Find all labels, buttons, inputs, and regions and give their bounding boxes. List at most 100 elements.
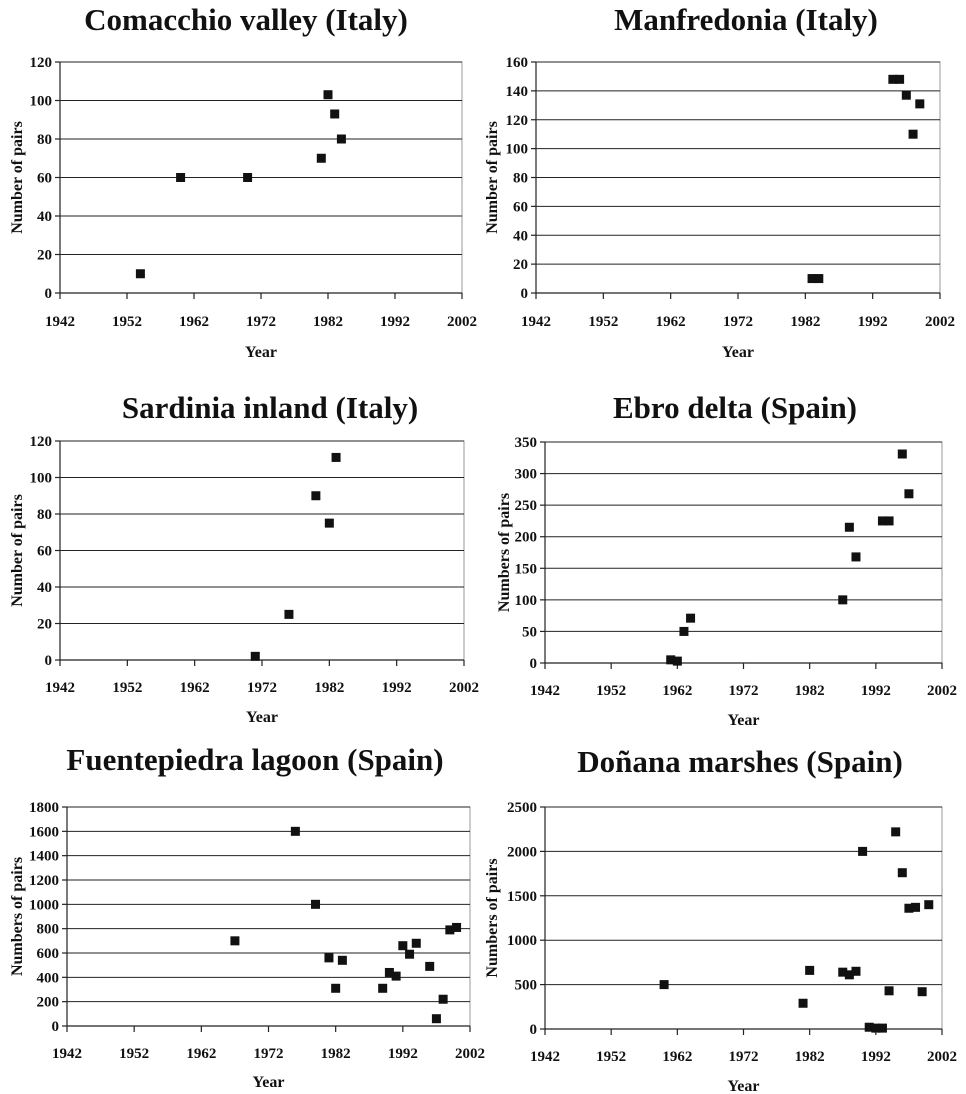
y-tick-label: 600 <box>37 946 60 962</box>
x-tick-label: 1952 <box>596 683 626 699</box>
data-point <box>897 868 907 878</box>
y-tick-label: 1400 <box>29 849 59 865</box>
data-point <box>672 656 682 666</box>
y-axis-label: Numbers of pairs <box>9 857 26 976</box>
y-tick-label: 150 <box>515 561 538 577</box>
data-point <box>384 967 394 977</box>
data-point <box>330 109 340 119</box>
x-tick-label: 1992 <box>858 314 888 330</box>
y-tick-label: 250 <box>515 498 538 514</box>
data-point <box>176 173 186 182</box>
data-point <box>884 516 894 526</box>
data-point <box>398 941 408 951</box>
data-point <box>858 846 868 856</box>
data-point <box>851 552 861 562</box>
y-tick-label: 50 <box>522 624 537 640</box>
x-tick-label: 1952 <box>588 314 618 330</box>
y-tick-label: 20 <box>37 617 52 633</box>
y-axis-label: Numbers of pairs <box>484 858 501 977</box>
x-tick-label: 1972 <box>247 680 277 696</box>
data-point <box>884 986 894 996</box>
data-point <box>431 1014 441 1024</box>
x-axis-label: Year <box>245 344 277 361</box>
x-tick-label: 1982 <box>321 1046 351 1062</box>
y-tick-label: 2500 <box>507 800 537 816</box>
data-point <box>814 274 824 284</box>
x-tick-label: 1962 <box>186 1046 216 1062</box>
data-point <box>452 922 462 932</box>
x-tick-label: 1992 <box>388 1046 418 1062</box>
y-tick-label: 1000 <box>507 933 537 949</box>
data-point <box>411 938 421 948</box>
y-tick-label: 350 <box>515 435 538 451</box>
y-tick-label: 0 <box>530 656 538 672</box>
x-tick-label: 1942 <box>45 680 75 696</box>
data-point <box>391 971 401 981</box>
data-point <box>378 983 388 993</box>
y-tick-label: 20 <box>37 248 52 264</box>
data-point <box>250 651 260 661</box>
chart-title: Doñana marshes (Spain) <box>577 744 903 779</box>
x-tick-label: 1952 <box>112 314 142 330</box>
plot-frame <box>544 806 943 1030</box>
y-tick-label: 200 <box>515 530 538 546</box>
y-tick-label: 300 <box>515 467 538 483</box>
chart-panel: 0 500 1000 1500 2000 2500 1942 1952 1962 1972 1982… <box>484 744 957 1094</box>
y-tick-label: 1800 <box>29 800 59 816</box>
x-tick-label: 1992 <box>861 683 891 699</box>
x-axis-label: Year <box>722 344 754 361</box>
data-point <box>901 90 911 100</box>
data-point <box>864 1022 874 1032</box>
plot-frame <box>66 806 471 1027</box>
y-axis-label: Numbers of pairs <box>496 493 513 612</box>
data-point <box>871 1023 881 1033</box>
y-tick-label: 0 <box>45 653 53 669</box>
data-point <box>324 518 334 528</box>
chart-title: Fuentepiedra lagoon (Spain) <box>66 742 443 777</box>
x-tick-label: 1952 <box>596 1049 626 1065</box>
data-point <box>284 609 294 619</box>
chart-title: Ebro delta (Spain) <box>613 390 857 425</box>
x-tick-label: 1942 <box>530 1049 560 1065</box>
x-tick-label: 1942 <box>52 1046 82 1062</box>
x-axis-label: Year <box>728 712 760 729</box>
x-tick-label: 1942 <box>521 314 551 330</box>
y-tick-label: 60 <box>37 171 52 187</box>
x-tick-label: 1972 <box>254 1046 284 1062</box>
y-tick-label: 20 <box>513 257 528 273</box>
data-point <box>316 153 326 163</box>
y-tick-label: 60 <box>513 199 528 215</box>
x-tick-label: 2002 <box>449 680 479 696</box>
x-tick-label: 1992 <box>380 314 410 330</box>
chart-panel: 0 20 40 60 80 100 120 1942 1952 1962 1972 1982 1992 2… <box>9 2 477 361</box>
data-point <box>659 980 669 990</box>
x-tick-label: 1962 <box>180 680 210 696</box>
data-point <box>323 90 333 100</box>
x-tick-label: 1942 <box>45 314 75 330</box>
data-point <box>425 961 435 971</box>
y-tick-label: 60 <box>37 544 52 560</box>
data-point <box>798 998 808 1008</box>
x-tick-label: 1962 <box>662 683 692 699</box>
x-tick-label: 2002 <box>447 314 477 330</box>
y-tick-label: 100 <box>30 94 53 110</box>
x-tick-label: 2002 <box>927 683 957 699</box>
data-point <box>904 903 914 913</box>
x-tick-label: 1942 <box>530 683 560 699</box>
chart-panel: 0 20 40 60 80 100 120 1942 1952 1962 1972 1982 1992 2… <box>9 390 479 726</box>
data-point <box>243 173 253 182</box>
y-tick-label: 500 <box>515 978 538 994</box>
data-point <box>838 595 848 605</box>
x-tick-label: 1982 <box>314 680 344 696</box>
y-tick-label: 1600 <box>29 824 59 840</box>
x-axis-label: Year <box>253 1074 285 1091</box>
x-tick-label: 1972 <box>246 314 276 330</box>
y-tick-label: 100 <box>30 471 53 487</box>
x-tick-label: 1952 <box>112 680 142 696</box>
data-point <box>838 967 848 977</box>
y-tick-label: 0 <box>530 1022 538 1038</box>
data-point <box>844 970 854 980</box>
x-tick-label: 1952 <box>119 1046 149 1062</box>
y-tick-label: 1200 <box>29 873 59 889</box>
x-tick-label: 1962 <box>179 314 209 330</box>
